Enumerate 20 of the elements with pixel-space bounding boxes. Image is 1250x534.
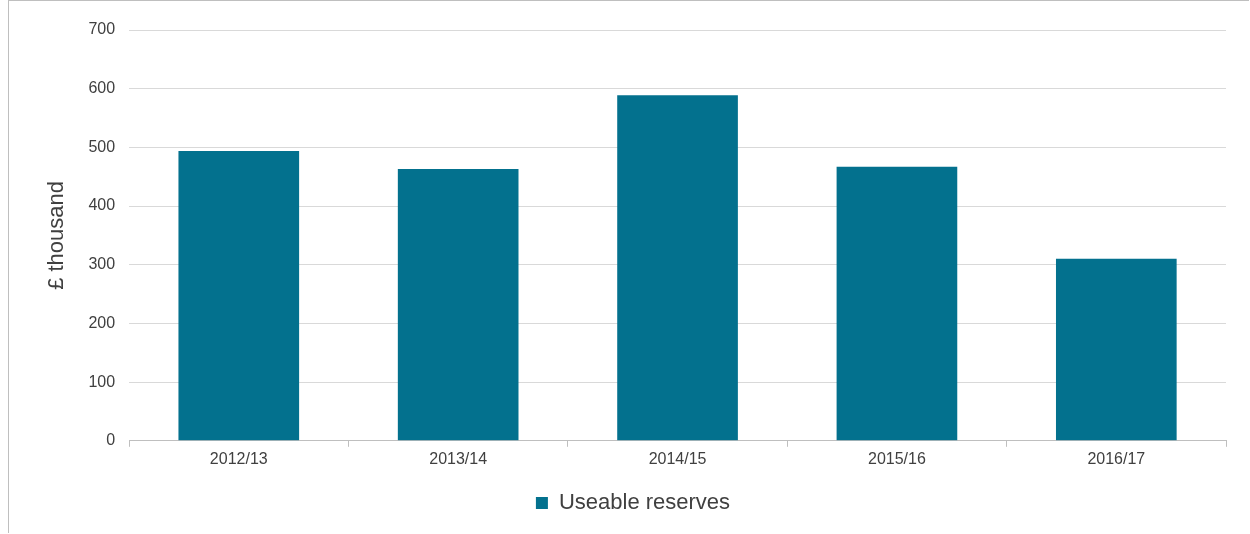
y-axis-title: £ thousand: [43, 180, 69, 290]
y-tick-label: 500: [88, 137, 116, 155]
y-tick-label: 700: [88, 20, 116, 38]
bar: [617, 95, 738, 441]
legend-label: Useable reserves: [558, 489, 731, 515]
x-tick-label: 2016/17: [1087, 449, 1146, 467]
y-tick-label: 600: [88, 79, 116, 97]
bar: [178, 150, 300, 441]
y-tick-label: 0: [106, 431, 116, 449]
x-tick-label: 2015/16: [868, 449, 926, 467]
bar: [1055, 258, 1177, 441]
y-tick-label: 300: [88, 255, 116, 273]
y-tick-label: 200: [88, 313, 116, 331]
bar: [397, 169, 519, 441]
bar: [836, 166, 958, 441]
x-tick-label: 2014/15: [648, 449, 707, 467]
x-tick-label: 2013/14: [429, 449, 488, 467]
y-tick-label: 100: [88, 372, 116, 390]
y-tick-label: 400: [88, 196, 116, 214]
x-tick-label: 2012/13: [209, 449, 268, 467]
